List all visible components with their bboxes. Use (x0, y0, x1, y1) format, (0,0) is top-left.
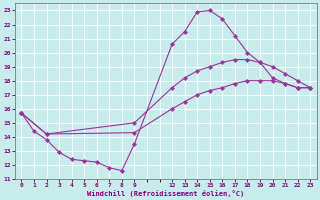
X-axis label: Windchill (Refroidissement éolien,°C): Windchill (Refroidissement éolien,°C) (87, 190, 244, 197)
